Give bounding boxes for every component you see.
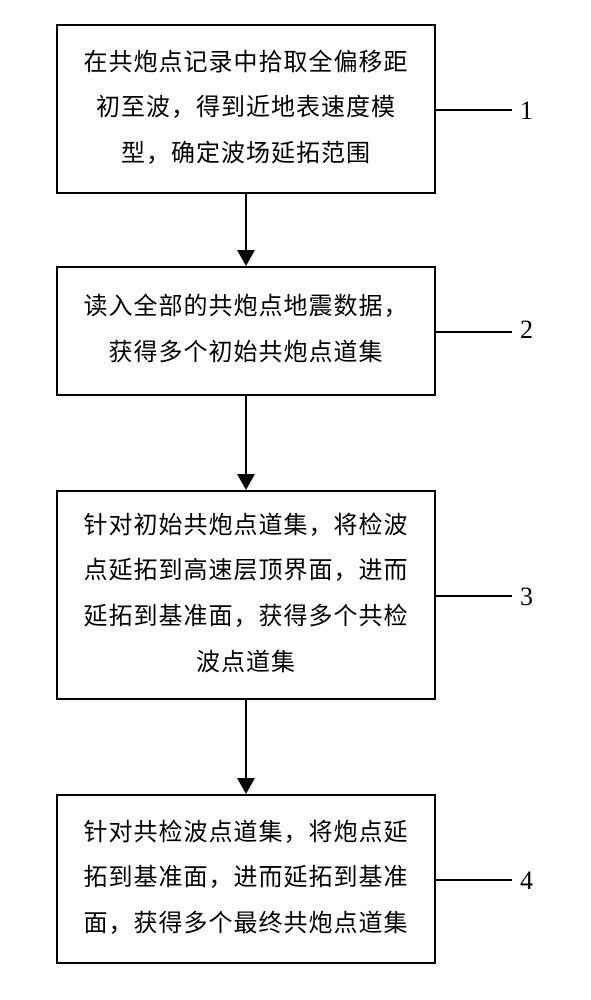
flow-node-1-connector [436, 109, 512, 111]
flow-node-3: 针对初始共炮点道集，将检波点延拓到高速层顶界面，进而延拓到基准面，获得多个共检波… [56, 490, 436, 700]
flow-node-4-label: 4 [520, 866, 533, 896]
flow-node-1-text: 在共炮点记录中拾取全偏移距初至波，得到近地表速度模型，确定波场延拓范围 [76, 41, 416, 178]
flow-node-2-connector [436, 331, 512, 333]
arrow-3-4-head [237, 778, 255, 794]
arrow-2-3-line [245, 396, 247, 474]
flow-node-3-text: 针对初始共炮点道集，将检波点延拓到高速层顶界面，进而延拓到基准面，获得多个共检波… [76, 504, 416, 686]
flow-node-1: 在共炮点记录中拾取全偏移距初至波，得到近地表速度模型，确定波场延拓范围 [56, 24, 436, 194]
flow-node-4-connector [436, 879, 512, 881]
flow-node-4-text: 针对共检波点道集，将炮点延拓到基准面，进而延拓到基准面，获得多个最终共炮点道集 [76, 811, 416, 948]
flow-node-2-text: 读入全部的共炮点地震数据，获得多个初始共炮点道集 [76, 285, 416, 376]
flow-node-2: 读入全部的共炮点地震数据，获得多个初始共炮点道集 [56, 266, 436, 396]
arrow-1-2-line [245, 194, 247, 250]
arrow-2-3-head [237, 474, 255, 490]
arrow-3-4-line [245, 700, 247, 778]
flowchart-canvas: 在共炮点记录中拾取全偏移距初至波，得到近地表速度模型，确定波场延拓范围 1 读入… [0, 0, 591, 1000]
flow-node-4: 针对共检波点道集，将炮点延拓到基准面，进而延拓到基准面，获得多个最终共炮点道集 [56, 794, 436, 964]
flow-node-2-label: 2 [520, 315, 533, 345]
flow-node-3-label: 3 [520, 582, 533, 612]
arrow-1-2-head [237, 250, 255, 266]
flow-node-1-label: 1 [520, 96, 533, 126]
flow-node-3-connector [436, 595, 512, 597]
